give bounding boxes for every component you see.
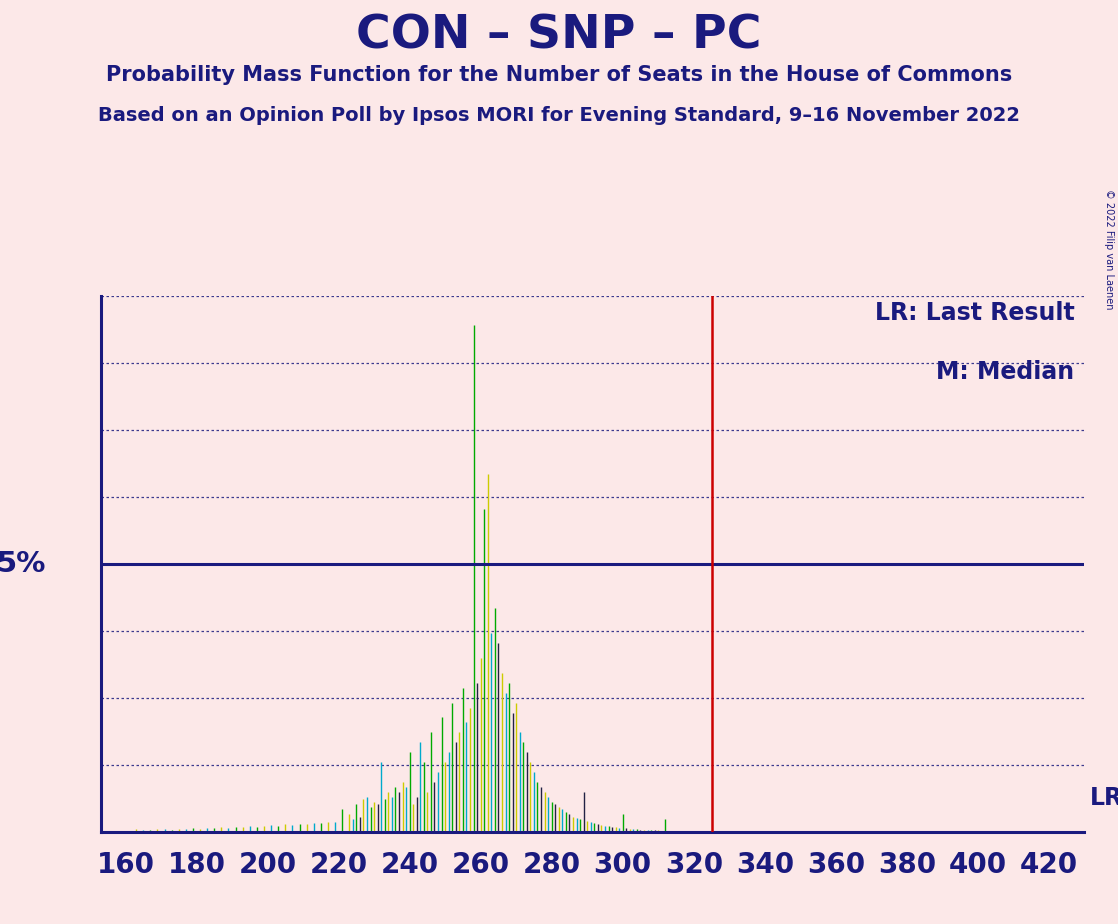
Text: LR: LR: [1089, 786, 1118, 810]
Text: Based on an Opinion Poll by Ipsos MORI for Evening Standard, 9–16 November 2022: Based on an Opinion Poll by Ipsos MORI f…: [98, 106, 1020, 126]
Text: M: Median: M: Median: [937, 360, 1074, 384]
Text: © 2022 Filip van Laenen: © 2022 Filip van Laenen: [1105, 189, 1114, 310]
Text: 5%: 5%: [0, 550, 47, 578]
Text: Probability Mass Function for the Number of Seats in the House of Commons: Probability Mass Function for the Number…: [106, 65, 1012, 85]
Text: LR: Last Result: LR: Last Result: [875, 301, 1074, 325]
Text: CON – SNP – PC: CON – SNP – PC: [357, 14, 761, 59]
